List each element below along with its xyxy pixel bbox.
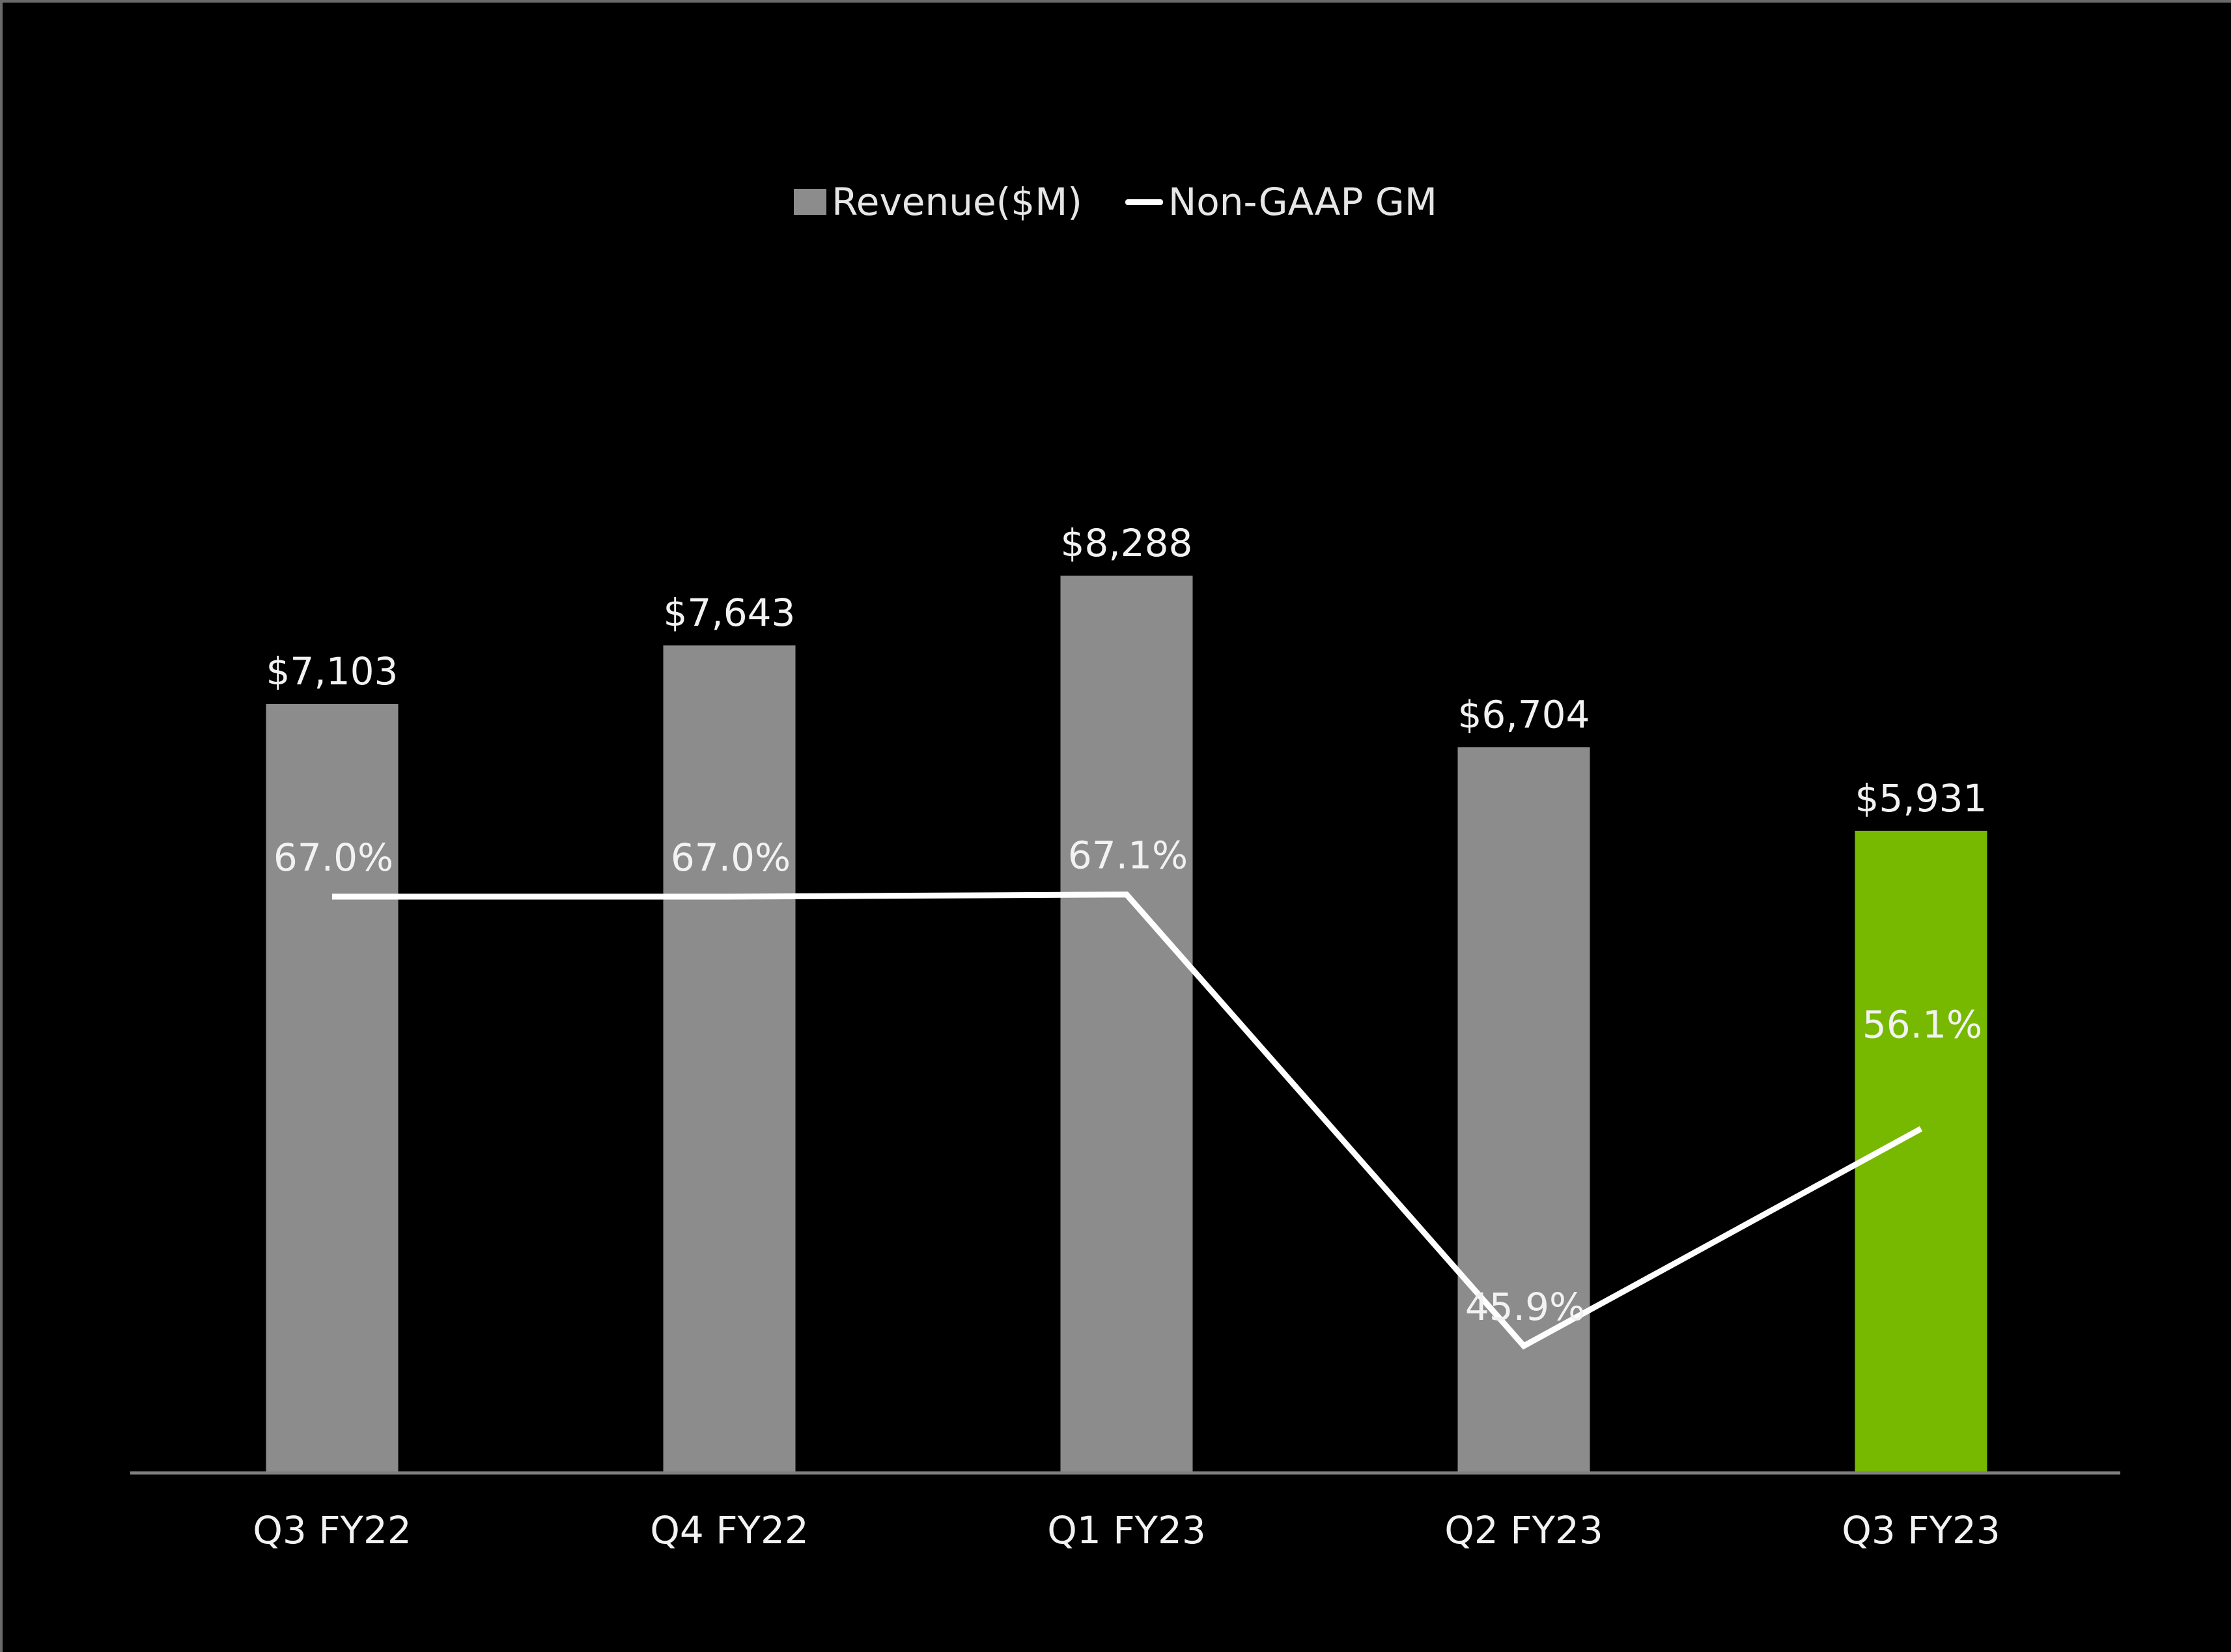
gm-label-1: 67.0% xyxy=(671,835,791,880)
legend-swatch-revenue xyxy=(794,189,827,215)
legend-label-gm: Non-GAAP GM xyxy=(1168,180,1437,224)
revenue-labels: $7,103 $7,643 $8,288 $6,704 $5,931 xyxy=(266,521,1987,820)
revenue-bar-2 xyxy=(1060,576,1193,1473)
x-tick-label-4: Q3 FY23 xyxy=(1842,1508,2000,1552)
revenue-label-1: $7,643 xyxy=(664,591,796,635)
revenue-label-4: $5,931 xyxy=(1855,776,1987,820)
gm-line xyxy=(332,891,1923,1350)
revenue-bar-0 xyxy=(266,704,399,1473)
gm-labels: 67.0% 67.0% 67.1% 45.9% 56.1% xyxy=(274,833,1982,1329)
legend-item-revenue: Revenue($M) xyxy=(794,180,1082,224)
gm-label-3: 45.9% xyxy=(1465,1285,1585,1329)
legend-item-gm: Non-GAAP GM xyxy=(1125,180,1437,224)
x-axis: Q3 FY22 Q4 FY22 Q1 FY23 Q2 FY23 Q3 FY23 xyxy=(130,1471,2120,1552)
legend-swatch-gm xyxy=(1125,199,1163,205)
gm-label-0: 67.0% xyxy=(274,835,393,880)
revenue-bars xyxy=(266,576,1987,1473)
x-tick-label-1: Q4 FY22 xyxy=(650,1508,809,1552)
gm-label-4: 56.1% xyxy=(1862,1002,1982,1046)
revenue-bar-3 xyxy=(1457,747,1590,1473)
revenue-label-0: $7,103 xyxy=(266,649,399,693)
revenue-label-2: $8,288 xyxy=(1061,521,1193,565)
gm-label-2: 67.1% xyxy=(1068,833,1188,878)
chart-legend: Revenue($M) Non-GAAP GM xyxy=(0,180,2231,224)
revenue-label-3: $6,704 xyxy=(1458,692,1590,736)
x-tick-label-0: Q3 FY22 xyxy=(253,1508,412,1552)
gm-line-series xyxy=(332,891,1923,1350)
revenue-bar-1 xyxy=(663,645,796,1473)
x-tick-label-3: Q2 FY23 xyxy=(1444,1508,1603,1552)
legend-label-revenue: Revenue($M) xyxy=(832,180,1082,224)
x-tick-label-2: Q1 FY23 xyxy=(1047,1508,1206,1552)
